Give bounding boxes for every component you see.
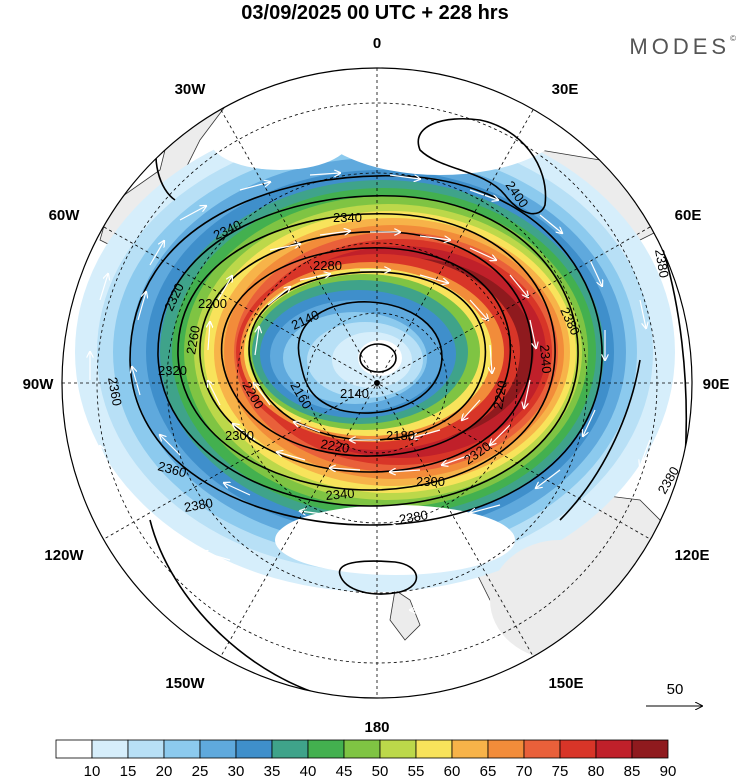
contour-label: 2220 [490,379,510,410]
map-disc-content [62,68,692,698]
lon-label-120e: 120E [674,547,709,564]
legend-color-box [127,739,165,759]
brand-logo: MODES© [629,34,736,60]
contour-label: 2360 [105,376,125,407]
contour-label: 2140 [340,386,369,401]
legend-tick-labels: 10 15 20 25 30 35 40 45 50 55 60 65 70 75 80 85 90 [84,763,677,780]
lon-label-60w: 60W [49,207,81,224]
legend-tick-label: 70 [516,763,533,780]
contour-label: 2300 [416,474,445,489]
polar-map: 2400 2380 2380 2380 2380 2360 2360 2340 … [23,35,730,736]
lon-label-30w: 30W [175,81,207,98]
legend-tick-label: 35 [264,763,281,780]
color-legend: 10 15 20 25 30 35 40 45 50 55 60 65 70 75 80 85 90 [55,739,677,780]
legend-tick-label: 85 [624,763,641,780]
contour-label: 2340 [537,344,554,374]
legend-color-box [235,739,273,759]
legend-tick-label: 40 [300,763,317,780]
contour-label: 2340 [333,210,362,225]
legend-tick-label: 25 [192,763,209,780]
contour-label: 2380 [398,507,429,527]
lon-label-60e: 60E [675,207,702,224]
contour-label: 2200 [198,296,227,311]
legend-color-box [379,739,417,759]
land-new-zealand [389,589,421,641]
contour-label: 2180 [386,428,415,443]
legend-color-box [523,739,561,759]
contour-label: 2380 [652,248,672,279]
contour-label: 2320 [158,363,187,378]
contour-label: 2280 [313,258,342,273]
legend-tick-label: 30 [228,763,245,780]
lon-label-90w: 90W [23,376,55,393]
legend-tick-label: 45 [336,763,353,780]
reference-vector: 50 [646,682,710,718]
wind-vectors [90,90,651,610]
south-pole-marker [374,380,380,386]
map-title: 03/09/2025 00 UTC + 228 hrs [241,2,509,24]
lon-label-180: 180 [364,719,389,736]
legend-tick-label: 65 [480,763,497,780]
lon-label-150e: 150E [548,675,583,692]
lon-label-30e: 30E [552,81,579,98]
legend-color-box [307,739,345,759]
contour-label: 2360 [156,458,188,480]
legend-color-box [487,739,525,759]
contour-label: 2220 [319,436,350,456]
legend-color-box [91,739,129,759]
legend-color-box [55,739,93,759]
legend-color-box [343,739,381,759]
legend-tick-label: 80 [588,763,605,780]
longitude-labels: 0 180 90W 90E 30W 30E 60W 60E 120W 120E … [23,35,730,736]
legend-tick-label: 20 [156,763,173,780]
legend-color-box [199,739,237,759]
contour-label: 2340 [325,486,355,503]
legend-color-box [631,739,669,759]
lon-label-150w: 150W [165,675,205,692]
legend-tick-label: 50 [372,763,389,780]
lon-label-0: 0 [373,35,381,52]
legend-color-box [451,739,489,759]
legend-tick-label: 10 [84,763,101,780]
legend-tick-label: 60 [444,763,461,780]
legend-tick-label: 75 [552,763,569,780]
legend-color-box [415,739,453,759]
legend-tick-label: 15 [120,763,137,780]
legend-color-box [271,739,309,759]
lon-label-90e: 90E [703,376,730,393]
legend-color-box [595,739,633,759]
lon-label-120w: 120W [44,547,84,564]
legend-color-boxes [55,739,669,759]
legend-color-box [559,739,597,759]
reference-vector-label: 50 [667,682,684,698]
contour-label: 2300 [225,428,254,443]
map-boundary [61,67,693,699]
contour-label: 2260 [183,324,203,355]
legend-tick-label: 55 [408,763,425,780]
brand-copyright-mark: © [730,34,736,43]
legend-color-box [163,739,201,759]
contour-label: 2380 [183,495,214,515]
legend-tick-label: 90 [660,763,677,780]
brand-text: MODES [629,34,731,59]
